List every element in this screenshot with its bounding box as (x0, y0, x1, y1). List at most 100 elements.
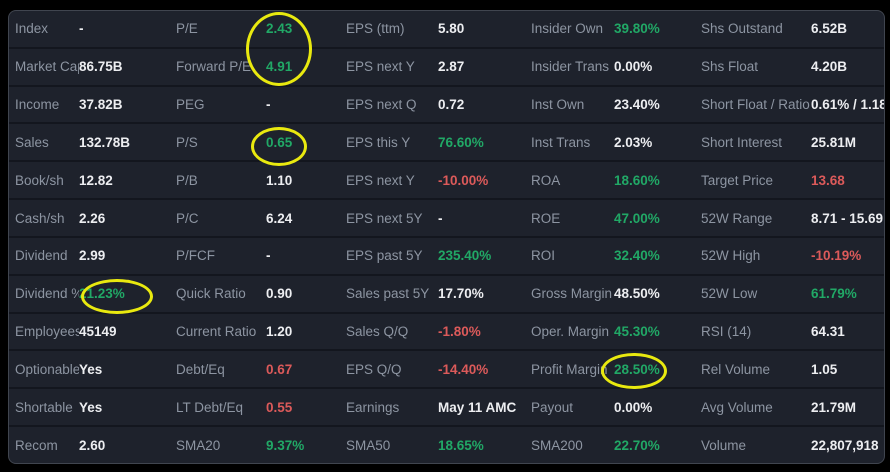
metric-label: ROI (531, 248, 556, 264)
metric-label: ROA (531, 172, 561, 188)
metric-label: Current Ratio (176, 324, 257, 340)
metric-value: 21.23% (79, 286, 125, 302)
metric-label: EPS next Q (346, 97, 417, 113)
metric-label: SMA200 (531, 437, 583, 453)
metric-label: Debt/Eq (176, 361, 225, 377)
metric-label: Avg Volume (701, 399, 773, 415)
metric-label: PEG (176, 97, 205, 113)
metric-value: 28.50% (614, 361, 660, 377)
metric-value: 6.24 (266, 210, 293, 226)
metric-label: Market Cap (15, 59, 79, 75)
metric-value: 0.55 (266, 399, 293, 415)
metric-value: 8.71 - 15.69 (811, 210, 884, 226)
metric-value: 2.03% (614, 134, 653, 150)
metric-value: 4.20B (811, 59, 848, 75)
metric-value: 47.00% (614, 210, 660, 226)
metric-label: Payout (531, 399, 574, 415)
metric-value: 5.80 (438, 21, 465, 37)
metric-value: 2.26 (79, 210, 106, 226)
metric-value: 86.75B (79, 59, 123, 75)
metric-label: 52W Low (701, 286, 758, 302)
metric-value: 45.30% (614, 324, 660, 340)
metric-value: - (266, 97, 271, 113)
metric-value: 6.52B (811, 21, 848, 37)
metric-label: Volume (701, 437, 747, 453)
table-row: Dividend % 21.23% Quick Ratio 0.90 Sales pas… (9, 273, 884, 312)
metric-label: LT Debt/Eq (176, 399, 244, 415)
metric-value: 9.37% (266, 437, 305, 453)
metric-value: - (79, 21, 84, 37)
metric-label: 52W High (701, 248, 761, 264)
metric-value: 0.00% (614, 59, 653, 75)
metric-value: 64.31 (811, 324, 845, 340)
metric-value: 13.68 (811, 172, 845, 188)
metric-label: Earnings (346, 399, 400, 415)
metric-label: Employees (15, 324, 79, 340)
table-row: Recom 2.60 SMA20 9.37% SMA50 18.65% SMA200 22.7… (9, 425, 884, 463)
metric-label: P/B (176, 172, 198, 188)
metric-label: EPS next 5Y (346, 210, 423, 226)
metric-value: 25.81M (811, 134, 857, 150)
table-row: Index - P/E 2.43 EPS (ttm) 5.80 Insider Own 39.… (9, 11, 884, 47)
metric-label: Shortable (15, 399, 73, 415)
metric-label: P/C (176, 210, 199, 226)
metric-label: EPS (ttm) (346, 21, 405, 37)
metric-value: 45149 (79, 324, 117, 340)
metric-label: Short Interest (701, 134, 783, 150)
metric-value: - (266, 248, 271, 264)
metric-label: Optionable (15, 361, 79, 377)
metric-label: SMA50 (346, 437, 391, 453)
table-row: Dividend 2.99 P/FCF - EPS past 5Y 235.40% ROI 3… (9, 235, 884, 274)
metric-label: Oper. Margin (531, 324, 610, 340)
metric-value: 0.72 (438, 97, 465, 113)
table-row: Income 37.82B PEG - EPS next Q 0.72 Inst Own 23… (9, 84, 884, 123)
metric-value: 22.70% (614, 437, 660, 453)
metric-value: 1.20 (266, 324, 293, 340)
metric-label: Short Float / Ratio (701, 97, 810, 113)
table-row: Market Cap 86.75B Forward P/E 4.91 EPS next … (9, 46, 884, 85)
metric-value: -10.00% (438, 172, 489, 188)
metric-label: Quick Ratio (176, 286, 246, 302)
metric-value: -10.19% (811, 248, 862, 264)
metric-label: Shs Float (701, 59, 759, 75)
metric-value: 2.60 (79, 437, 106, 453)
metric-value: 1.05 (811, 361, 838, 377)
table-row: Employees 45149 Current Ratio 1.20 Sales Q/Q… (9, 311, 884, 350)
metric-label: Sales Q/Q (346, 324, 409, 340)
metric-value: 2.43 (266, 21, 293, 37)
metric-label: EPS this Y (346, 134, 411, 150)
metric-label: P/E (176, 21, 198, 37)
metric-label: EPS past 5Y (346, 248, 423, 264)
metric-label: Rel Volume (701, 361, 771, 377)
metric-label: Inst Trans (531, 134, 591, 150)
metric-label: Profit Margin (531, 361, 608, 377)
metric-value: 132.78B (79, 134, 131, 150)
metric-value: -1.80% (438, 324, 481, 340)
metric-label: SMA20 (176, 437, 221, 453)
metric-value: 76.60% (438, 134, 484, 150)
metric-value: 18.65% (438, 437, 484, 453)
metric-value: 2.99 (79, 248, 106, 264)
table-row: Sales 132.78B P/S 0.65 EPS this Y 76.60% Inst … (9, 122, 884, 160)
table-row: Shortable Yes LT Debt/Eq 0.55 Earnings May 11… (9, 387, 884, 425)
metric-value: Yes (79, 361, 103, 377)
metric-label: EPS next Y (346, 172, 415, 188)
metric-value: 39.80% (614, 21, 660, 37)
metric-value: 21.79M (811, 399, 857, 415)
metric-label: ROE (531, 210, 561, 226)
metric-label: Shs Outstand (701, 21, 783, 37)
metric-label: Gross Margin (531, 286, 613, 302)
metric-value: - (438, 210, 443, 226)
metric-value: 48.50% (614, 286, 660, 302)
metric-label: Dividend (15, 248, 68, 264)
metric-value: 1.10 (266, 172, 293, 188)
metric-value: 0.67 (266, 361, 293, 377)
metric-label: P/FCF (176, 248, 215, 264)
metric-label: Cash/sh (15, 210, 65, 226)
metric-value: 18.60% (614, 172, 660, 188)
metric-label: Dividend % (15, 286, 79, 302)
metric-value: 61.79% (811, 286, 857, 302)
metric-label: Inst Own (531, 97, 585, 113)
metric-label: EPS Q/Q (346, 361, 402, 377)
metric-value: 22,807,918 (811, 437, 879, 453)
